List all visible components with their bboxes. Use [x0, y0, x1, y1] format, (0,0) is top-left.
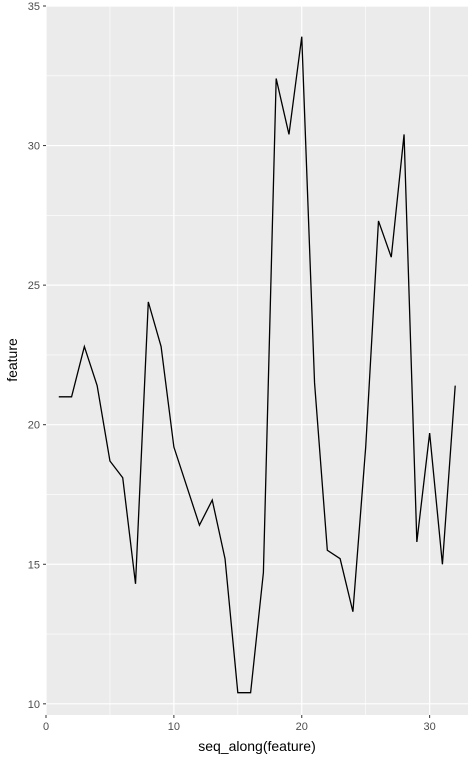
- y-tick-label: 20: [28, 420, 40, 432]
- major-gridlines: [45, 5, 468, 715]
- x-axis-title: seq_along(feature): [198, 738, 316, 754]
- y-tick-label: 25: [28, 280, 40, 292]
- y-tick-label: 30: [28, 141, 40, 153]
- y-axis-title: feature: [4, 338, 20, 382]
- y-tick-label: 10: [28, 699, 40, 711]
- minor-gridlines: [46, 6, 468, 715]
- x-tick-label: 20: [296, 721, 308, 733]
- x-tick-label: 30: [424, 721, 436, 733]
- x-tick-label: 0: [43, 721, 49, 733]
- x-tick-label: 10: [168, 721, 180, 733]
- y-tick-label: 15: [28, 559, 40, 571]
- x-axis: 0 10 20 30: [43, 715, 436, 733]
- y-axis: 10 15 20 25 30 35: [28, 1, 46, 711]
- panel-background: [46, 6, 468, 715]
- series-line: [58, 36, 456, 694]
- y-tick-label: 35: [28, 1, 40, 13]
